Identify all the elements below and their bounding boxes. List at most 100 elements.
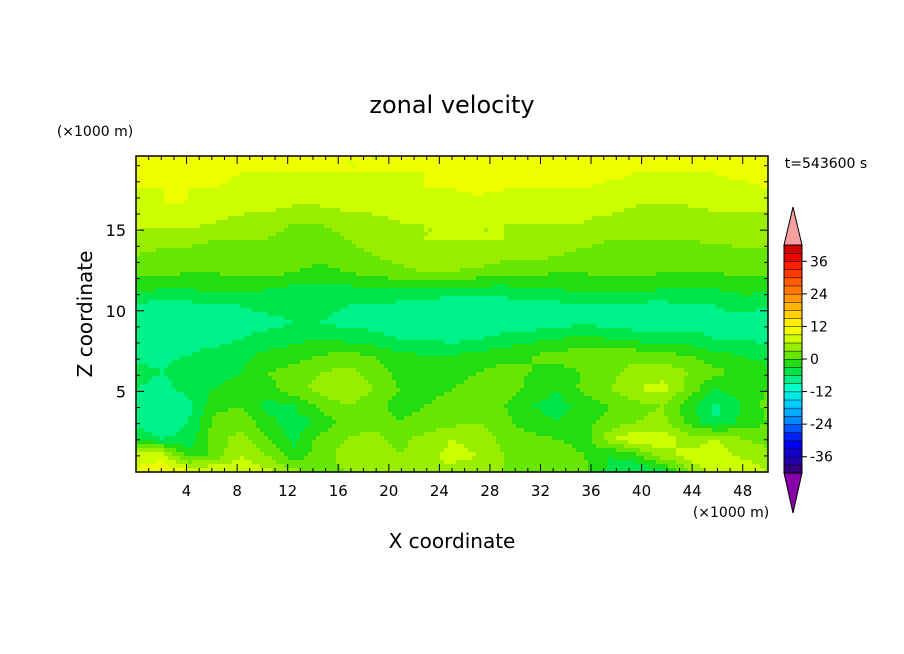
heatmap-cell [660, 260, 665, 265]
heatmap-cell [472, 260, 477, 265]
heatmap-cell [588, 268, 593, 273]
heatmap-cell [620, 232, 625, 237]
heatmap-cell [764, 216, 769, 221]
heatmap-cell [188, 256, 193, 261]
heatmap-cell [292, 196, 297, 201]
heatmap-cell [448, 240, 453, 245]
heatmap-cell [528, 208, 533, 213]
heatmap-cell [212, 212, 217, 217]
heatmap-cell [260, 252, 265, 257]
heatmap-cell [352, 232, 357, 237]
heatmap-cell [296, 232, 301, 237]
heatmap-cell [448, 272, 453, 277]
heatmap-cell [456, 156, 461, 161]
heatmap-cell [424, 260, 429, 265]
heatmap-cell [160, 260, 165, 265]
heatmap-cell [756, 240, 761, 245]
heatmap-cell [460, 264, 465, 269]
heatmap-cell [616, 224, 621, 229]
heatmap-cell [476, 216, 481, 221]
heatmap-cell [480, 164, 485, 169]
heatmap-cell [592, 172, 597, 177]
heatmap-cell [160, 216, 165, 221]
heatmap-cell [544, 268, 549, 273]
heatmap-cell [340, 276, 345, 281]
heatmap-cell [428, 256, 433, 261]
heatmap-cell [500, 252, 505, 257]
heatmap-cell [536, 196, 541, 201]
heatmap-cell [432, 280, 437, 285]
heatmap-cell [616, 204, 621, 209]
heatmap-cell [500, 280, 505, 285]
heatmap-cell [348, 248, 353, 253]
heatmap-cell [572, 192, 577, 197]
heatmap-cell [572, 220, 577, 225]
heatmap-cell [248, 260, 253, 265]
heatmap-cell [304, 200, 309, 205]
heatmap-cell [724, 168, 729, 173]
heatmap-cell [388, 224, 393, 229]
heatmap-cell [240, 264, 245, 269]
heatmap-cell [324, 260, 329, 265]
heatmap-cell [628, 272, 633, 277]
heatmap-cell [176, 264, 181, 269]
heatmap-cell [724, 176, 729, 181]
heatmap-cell [476, 208, 481, 213]
heatmap-cell [180, 256, 185, 261]
heatmap-cell [420, 168, 425, 173]
heatmap-cell [316, 228, 321, 233]
heatmap-cell [152, 184, 157, 189]
heatmap-cell [148, 260, 153, 265]
heatmap-cell [344, 260, 349, 265]
heatmap-cell [324, 216, 329, 221]
heatmap-cell [348, 256, 353, 261]
heatmap-cell [356, 240, 361, 245]
heatmap-cell [648, 196, 653, 201]
heatmap-cell [336, 220, 341, 225]
heatmap-cell [376, 176, 381, 181]
heatmap-cell [256, 260, 261, 265]
heatmap-cell [624, 248, 629, 253]
heatmap-cell [540, 160, 545, 165]
heatmap-cell [472, 212, 477, 217]
heatmap-cell [144, 192, 149, 197]
heatmap-cell [184, 248, 189, 253]
heatmap-cell [404, 248, 409, 253]
heatmap-cell [164, 168, 169, 173]
heatmap-cell [632, 268, 637, 273]
heatmap-cell [232, 264, 237, 269]
heatmap-cell [452, 280, 457, 285]
heatmap-cell [712, 168, 717, 173]
heatmap-cell [468, 276, 473, 281]
heatmap-cell [672, 200, 677, 205]
heatmap-cell [500, 172, 505, 177]
heatmap-cell [640, 184, 645, 189]
heatmap-cell [740, 224, 745, 229]
heatmap-cell [660, 172, 665, 177]
heatmap-cell [388, 188, 393, 193]
heatmap-cell [144, 228, 149, 233]
heatmap-cell [708, 264, 713, 269]
heatmap-cell [640, 216, 645, 221]
heatmap-cell [752, 240, 757, 245]
heatmap-cell [156, 164, 161, 169]
heatmap-cell [308, 176, 313, 181]
heatmap-cell [744, 248, 749, 253]
heatmap-cell [600, 200, 605, 205]
heatmap-cell [208, 164, 213, 169]
heatmap-cell [180, 196, 185, 201]
heatmap-cell [284, 200, 289, 205]
heatmap-cell [556, 232, 561, 237]
heatmap-cell [580, 188, 585, 193]
heatmap-cell [188, 208, 193, 213]
heatmap-cell [588, 200, 593, 205]
heatmap-cell [684, 208, 689, 213]
heatmap-cell [724, 212, 729, 217]
heatmap-cell [340, 264, 345, 269]
heatmap-cell [568, 192, 573, 197]
heatmap-cell [352, 160, 357, 165]
heatmap-cell [748, 188, 753, 193]
heatmap-cell [188, 244, 193, 249]
heatmap-cell [368, 240, 373, 245]
heatmap-cell [268, 268, 273, 273]
